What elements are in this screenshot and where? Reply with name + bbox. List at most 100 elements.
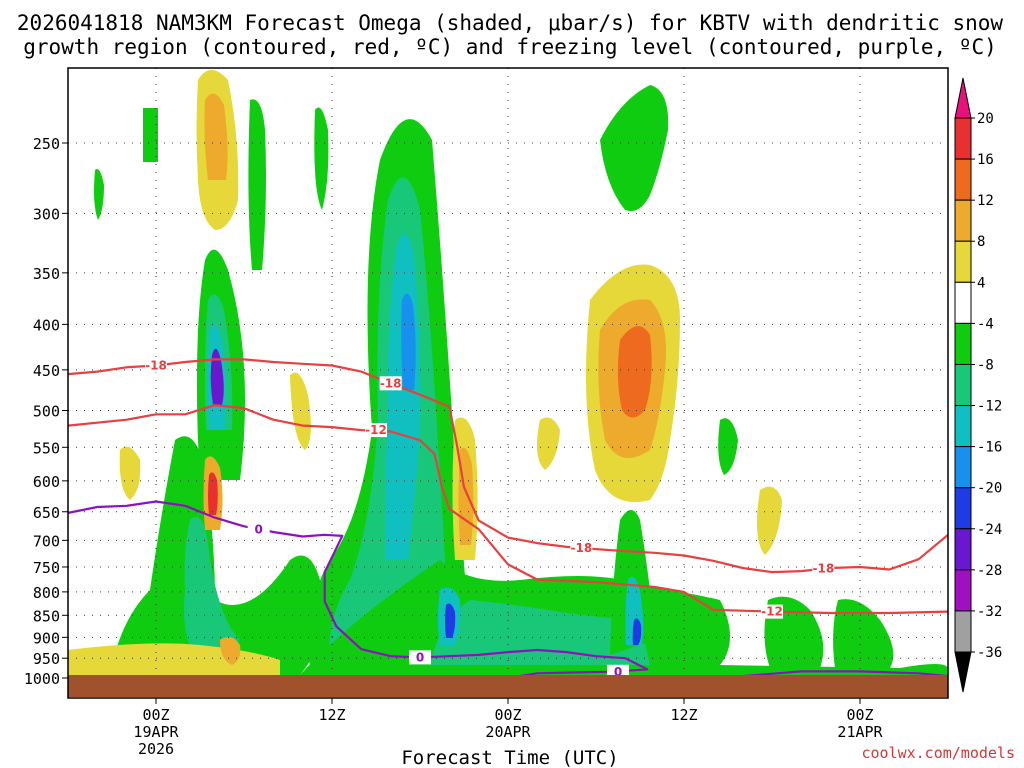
colorbar-label-4: 4 — [977, 275, 985, 291]
omega-shade-yellow-s4 — [536, 417, 560, 470]
contour-label-bg-0-3 — [812, 561, 835, 576]
y-tick-label-400: 400 — [33, 316, 60, 334]
x-tick-label-2-1: 20APR — [485, 723, 531, 741]
y-tick-label-500: 500 — [33, 403, 60, 421]
y-tick-label-800: 800 — [33, 584, 60, 602]
contour-label-bg-0-0 — [145, 358, 167, 373]
y-tick-label-450: 450 — [33, 362, 60, 380]
contour-label-bg-2-0 — [247, 522, 270, 537]
y-tick-label-1000: 1000 — [24, 670, 60, 688]
contour-label-bg-0-2 — [570, 540, 593, 555]
x-tick-label-4-0: 00Z — [846, 706, 873, 724]
y-tick-label-850: 850 — [33, 607, 60, 625]
colorbar-top-arrow — [954, 77, 972, 119]
colorbar-box-4 — [954, 281, 972, 324]
colorbar-box-7 — [954, 405, 972, 448]
colorbar-bottom-arrow — [954, 651, 972, 693]
contour-label-0-3: -18 — [812, 562, 834, 576]
colorbar-label-2: 12 — [977, 193, 994, 209]
y-tick-label-750: 750 — [33, 559, 60, 577]
contour-label-bg-0-1 — [379, 376, 402, 391]
contour-label-1-0: -12 — [365, 423, 387, 437]
x-tick-label-2-0: 00Z — [494, 706, 521, 724]
x-tick-label-0-0: 00Z — [142, 706, 169, 724]
omega-shade-green-s5 — [718, 418, 738, 475]
contour-label-0-2: -18 — [570, 541, 592, 555]
colorbar: 20 16 12 8 4 -4 -8 -12 -16 -20 -24 -28 -32 -36 — [954, 77, 1002, 693]
x-tick-label-3-0: 12Z — [670, 706, 697, 724]
colorbar-box-8 — [954, 446, 972, 489]
colorbar-label-7: -12 — [977, 399, 1002, 415]
omega-shade-green-s7 — [833, 599, 894, 668]
y-tick-label-300: 300 — [33, 205, 60, 223]
contour-line-0 — [68, 358, 948, 574]
y-tick-label-900: 900 — [33, 629, 60, 647]
omega-shade-green-ur — [600, 85, 669, 211]
x-axis-label: Forecast Time (UTC) — [401, 747, 618, 768]
omega-shade-orange-sfc — [220, 636, 241, 665]
omega-shade-darkorange-right — [617, 326, 652, 418]
contour-label-2-1: 0 — [416, 650, 424, 664]
colorbar-box-10 — [954, 528, 972, 571]
omega-shading — [68, 70, 948, 675]
colorbar-label-10: -24 — [977, 522, 1002, 538]
chart-title-line-1: 2026041818 NAM3KM Forecast Omega (shaded… — [17, 11, 1004, 35]
omega-shade-yellow-s1 — [119, 446, 141, 500]
surface-terrain-band — [68, 675, 948, 697]
y-tick-label-950: 950 — [33, 650, 60, 668]
contour-label-2-0: 0 — [254, 523, 262, 537]
colorbar-box-0 — [954, 117, 972, 160]
colorbar-label-0: 20 — [977, 111, 994, 127]
colorbar-box-1 — [954, 158, 972, 201]
omega-shade-orange-ul — [204, 93, 228, 180]
contour-label-1-1: -12 — [761, 605, 783, 619]
contour-label-bg-1-0 — [365, 423, 387, 438]
omega-shade-green-s1 — [143, 108, 158, 162]
colorbar-box-12 — [954, 610, 972, 653]
x-tick-label-0-2: 2026 — [138, 740, 174, 758]
omega-shade-green-left — [110, 436, 323, 675]
contour-label-bg-1-1 — [761, 604, 783, 619]
colorbar-box-5 — [954, 322, 972, 365]
y-tick-label-700: 700 — [33, 532, 60, 550]
omega-shade-yellow-s2 — [290, 372, 311, 450]
colorbar-label-1: 16 — [977, 152, 994, 168]
colorbar-box-3 — [954, 240, 972, 283]
colorbar-label-5: -4 — [977, 316, 994, 332]
omega-shade-yellow-s3 — [756, 486, 782, 555]
colorbar-box-6 — [954, 363, 972, 407]
colorbar-box-2 — [954, 199, 972, 242]
x-tick-label-4-1: 21APR — [837, 723, 883, 741]
colorbar-box-11 — [954, 569, 972, 612]
omega-shade-blue-rc — [632, 618, 642, 645]
colorbar-label-11: -28 — [977, 563, 1002, 579]
credit-text: coolwx.com/models — [861, 744, 1015, 762]
omega-shade-blue-l900 — [445, 603, 456, 638]
contour-label-bg-2-1 — [409, 650, 431, 665]
omega-shade-green-s4 — [94, 169, 104, 220]
x-tick-label-0-1: 19APR — [133, 723, 179, 741]
contour-label-0-1: -18 — [380, 376, 402, 390]
grid-lines — [68, 68, 948, 698]
omega-shade-green-s3 — [314, 107, 329, 210]
colorbar-label-9: -20 — [977, 481, 1002, 497]
colorbar-box-9 — [954, 487, 972, 530]
omega-shade-red-lp — [208, 472, 218, 515]
y-tick-label-650: 650 — [33, 504, 60, 522]
omega-shade-teal-left — [184, 516, 240, 665]
colorbar-label-12: -32 — [977, 604, 1002, 620]
colorbar-label-8: -16 — [977, 440, 1002, 456]
omega-shade-teal-lowband — [430, 600, 650, 665]
x-tick-label-1-0: 12Z — [318, 706, 345, 724]
y-tick-label-350: 350 — [33, 265, 60, 283]
contour-label-0-0: -18 — [145, 359, 167, 373]
chart-title-line-2: growth region (contoured, red, ºC) and f… — [23, 35, 997, 59]
contour-label-2-2: 0 — [614, 665, 622, 679]
y-tick-label-600: 600 — [33, 473, 60, 491]
colorbar-label-3: 8 — [977, 234, 985, 250]
contour-line-1 — [68, 404, 948, 615]
colorbar-label-13: -36 — [977, 645, 1002, 661]
y-tick-label-550: 550 — [33, 439, 60, 457]
